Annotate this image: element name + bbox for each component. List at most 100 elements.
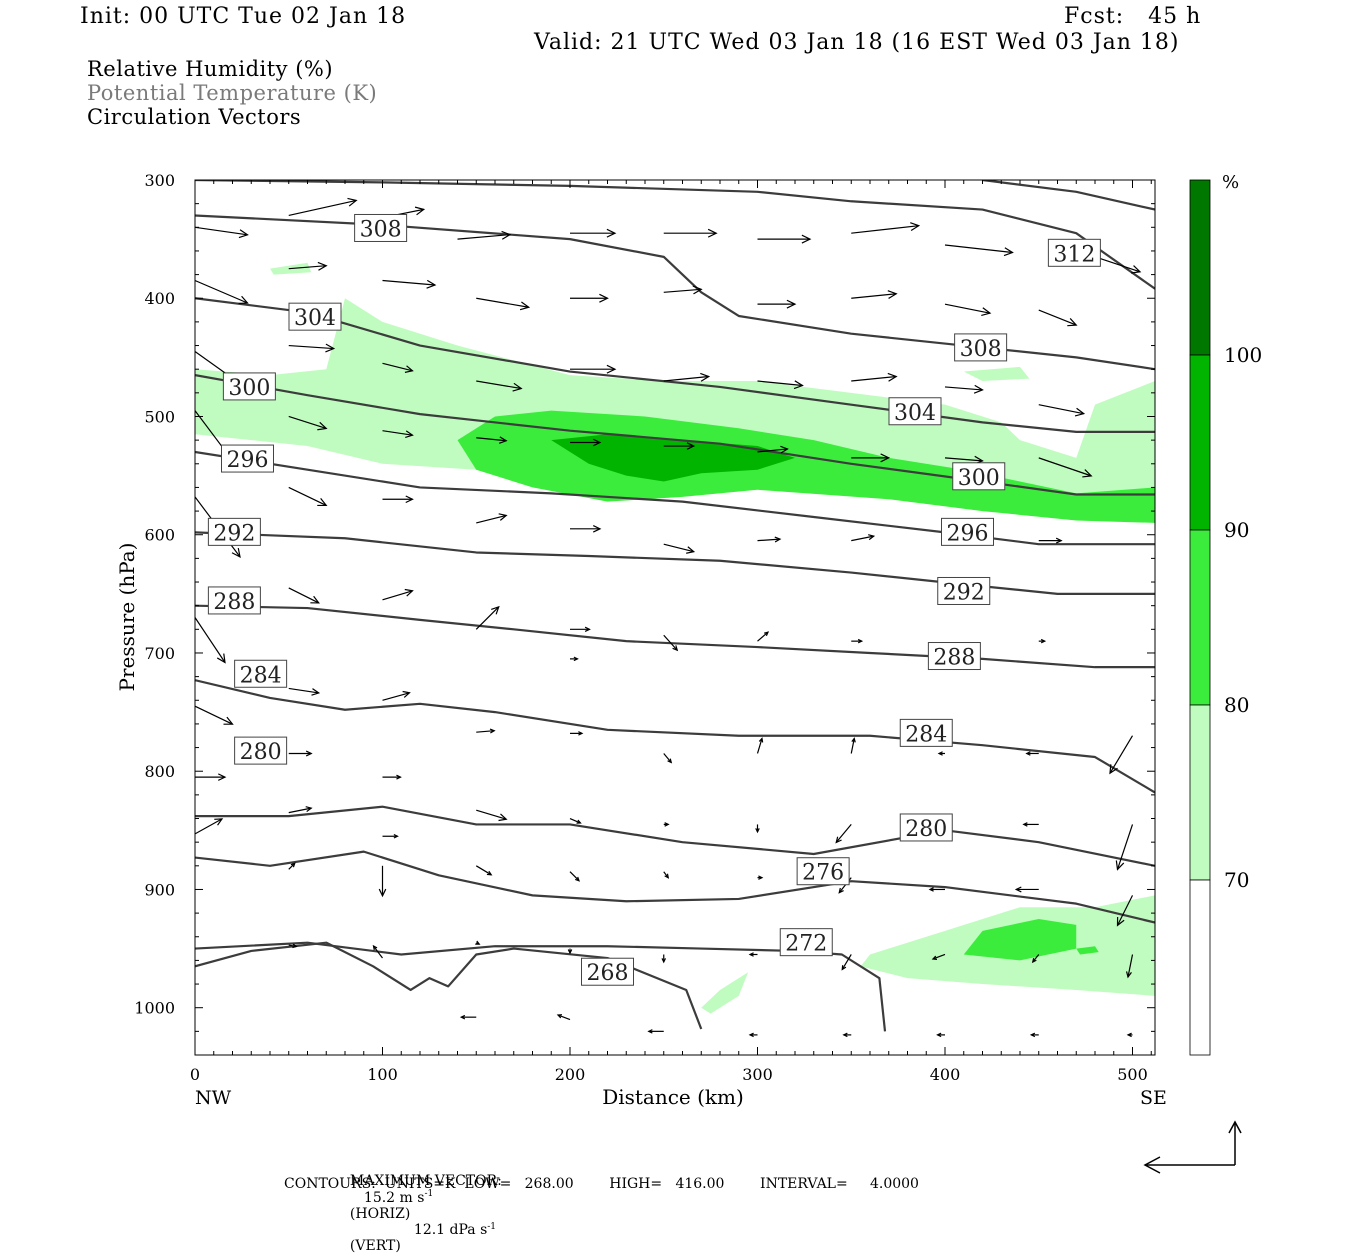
circulation-vector (1022, 822, 1039, 827)
se-label: SE (1140, 1087, 1167, 1109)
vector-head (576, 819, 582, 824)
circulation-vector (663, 871, 670, 879)
contour-label-296: 296 (221, 444, 274, 473)
y-tick-label: 300 (144, 171, 175, 190)
circulation-vector (1116, 895, 1134, 927)
contour-label-288: 288 (207, 586, 261, 615)
circulation-vector (288, 687, 321, 696)
circulation-vector (288, 750, 313, 757)
vector-head (841, 965, 847, 971)
vector-shaft (1038, 309, 1077, 326)
contour-label-312: 312 (1047, 238, 1101, 267)
vector-head (1074, 407, 1086, 417)
circulation-vector (195, 773, 227, 781)
max-horiz-value: 15.2 m s (363, 1189, 425, 1206)
circulation-vector (570, 656, 579, 662)
x-axis-label: Distance (km) (602, 1085, 744, 1109)
vector-head (780, 445, 789, 454)
vector-head (592, 525, 602, 533)
circulation-vector (475, 865, 493, 876)
circulation-vector (570, 626, 591, 632)
vector-shaft (288, 415, 327, 430)
x-tick-label: 500 (1117, 1065, 1148, 1084)
max-vert-tag: (VERT) (349, 1238, 401, 1254)
circulation-vector (476, 380, 523, 392)
vector-head (707, 228, 718, 238)
contour-label-box (221, 444, 274, 473)
vector-shaft (851, 535, 874, 542)
colorbar-swatch (1189, 879, 1211, 1056)
rh-region-70 (963, 366, 1030, 382)
contour-label-text: 296 (227, 448, 269, 473)
circulation-vector (382, 495, 414, 504)
vector-head (842, 1032, 848, 1038)
vector-head (405, 430, 414, 438)
vector-shaft (288, 199, 357, 217)
vector-shaft (288, 486, 327, 506)
vector-head (667, 758, 673, 764)
contour-label-text: 296 (947, 521, 989, 546)
circulation-vector (195, 226, 249, 239)
contour-label-272: 272 (779, 928, 833, 957)
max-vector-line: MAXIMUM VECTOR: 15.2 m s-1 (HORIZ) 12.1 … (341, 1157, 502, 1254)
vector-shaft (569, 871, 580, 882)
vector-head (305, 750, 313, 757)
vector-head (931, 955, 938, 960)
circulation-vector (944, 303, 992, 316)
vector-head (686, 442, 696, 450)
vector-head (498, 513, 508, 521)
vector-head (700, 372, 711, 382)
circulation-vector (570, 228, 617, 238)
contour-label-304: 304 (888, 397, 942, 426)
vector-shaft (382, 279, 436, 286)
vector-head (1031, 957, 1037, 964)
contour-label-box (954, 333, 1008, 362)
vector-head (1014, 886, 1022, 893)
vector-head (498, 813, 508, 822)
circulation-vector (928, 887, 945, 892)
circulation-vector (288, 806, 313, 814)
vector-shaft (944, 244, 1013, 254)
circulation-vector (382, 833, 399, 839)
vector-head (763, 631, 770, 637)
contour-label-text: 284 (240, 663, 282, 688)
vector-head (1126, 1032, 1132, 1038)
circulation-vector (663, 753, 673, 764)
vector-head (758, 737, 764, 743)
y-tick-label: 700 (144, 644, 175, 663)
circulation-vector (288, 261, 328, 271)
vector-head (519, 301, 531, 311)
circulation-vector (1038, 638, 1047, 644)
circulation-vector (842, 1032, 852, 1038)
circulation-vector (850, 737, 856, 754)
vector-head (758, 875, 764, 880)
vector-head (1055, 537, 1063, 544)
vector-head (491, 605, 500, 615)
vector-head (217, 773, 227, 781)
vector-head (692, 285, 703, 295)
circulation-vector (569, 817, 582, 824)
rh-region-80 (963, 919, 1077, 961)
vector-shaft (475, 606, 500, 630)
vector-shaft (851, 225, 919, 234)
circulation-vector (382, 774, 402, 780)
contour-label-300: 300 (222, 372, 276, 401)
legend-theta: Potential Temperature (K) (87, 81, 378, 105)
vector-shaft (851, 375, 897, 382)
contour-label-text: 280 (240, 740, 282, 765)
vector-head (512, 382, 523, 392)
circulation-vector (663, 442, 696, 450)
vector-shaft (195, 226, 248, 236)
circulation-vector (288, 197, 358, 217)
vector-head (838, 887, 844, 894)
vector-shaft (195, 279, 248, 304)
vector-head (937, 751, 943, 756)
vector-head (868, 534, 876, 541)
vector-head (238, 229, 249, 239)
vector-head (786, 299, 797, 309)
contour-label-text: 284 (905, 722, 947, 747)
circulation-vector (570, 731, 584, 736)
colorbar-swatch (1189, 354, 1211, 531)
theta-contour-280 (195, 805, 1155, 867)
vector-shaft (476, 380, 522, 390)
